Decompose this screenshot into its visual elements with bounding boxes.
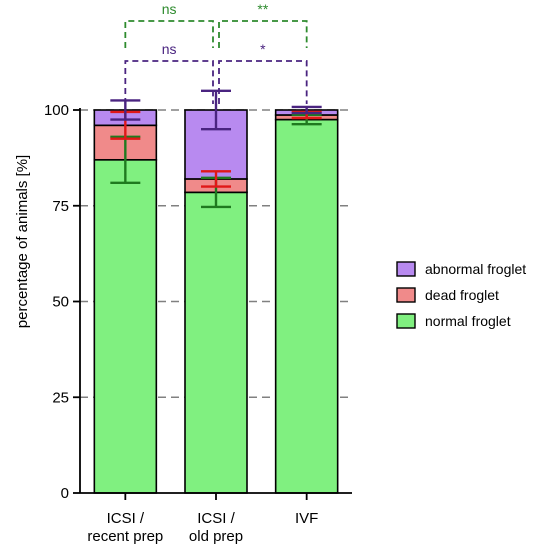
y-axis-title: percentage of animals [%]	[14, 155, 31, 328]
y-tick-label-0: 0	[61, 485, 69, 502]
x-tick-label-1-1: old prep	[189, 528, 243, 545]
significance-label-0: ns	[162, 1, 177, 17]
bar-segment-normal-froglet-1	[184, 191, 248, 494]
significance-bracket-3	[218, 60, 308, 104]
legend-label-dead-froglet: dead froglet	[425, 287, 499, 303]
x-tick-label-0-1: recent prep	[87, 528, 163, 545]
bars	[93, 109, 339, 494]
legend-swatch-normal-froglet	[396, 313, 416, 329]
significance-bracket-0	[124, 20, 214, 48]
y-tick-label-100: 100	[44, 102, 69, 119]
legend-label-normal-froglet: normal froglet	[425, 313, 511, 329]
y-tick-label-75: 75	[52, 198, 69, 215]
legend-swatch-dead-froglet	[396, 287, 416, 303]
axes: 0 25 50 75 100 percentage of animals [%] ICSI …	[14, 102, 352, 545]
x-tick-label-1-0: ICSI /	[197, 510, 235, 527]
significance-bracket-2	[124, 60, 214, 104]
legend: abnormal froglet dead froglet normal frogl…	[396, 261, 526, 329]
legend-label-abnormal-froglet: abnormal froglet	[425, 261, 526, 277]
significance-bracket-1	[218, 20, 308, 48]
x-tick-label-0-0: ICSI /	[107, 510, 145, 527]
y-tick-label-50: 50	[52, 294, 69, 311]
significance-label-2: ns	[162, 41, 177, 57]
significance-label-3: *	[260, 41, 266, 57]
y-tick-label-25: 25	[52, 389, 69, 406]
bar-segment-normal-froglet-0	[93, 158, 158, 494]
significance-brackets: ns ** ns *	[124, 1, 308, 104]
error-bars	[110, 89, 322, 209]
legend-swatch-abnormal-froglet	[396, 261, 416, 277]
bar-segment-normal-froglet-2	[274, 118, 339, 494]
significance-label-1: **	[257, 1, 268, 17]
x-tick-label-2-0: IVF	[295, 510, 318, 527]
